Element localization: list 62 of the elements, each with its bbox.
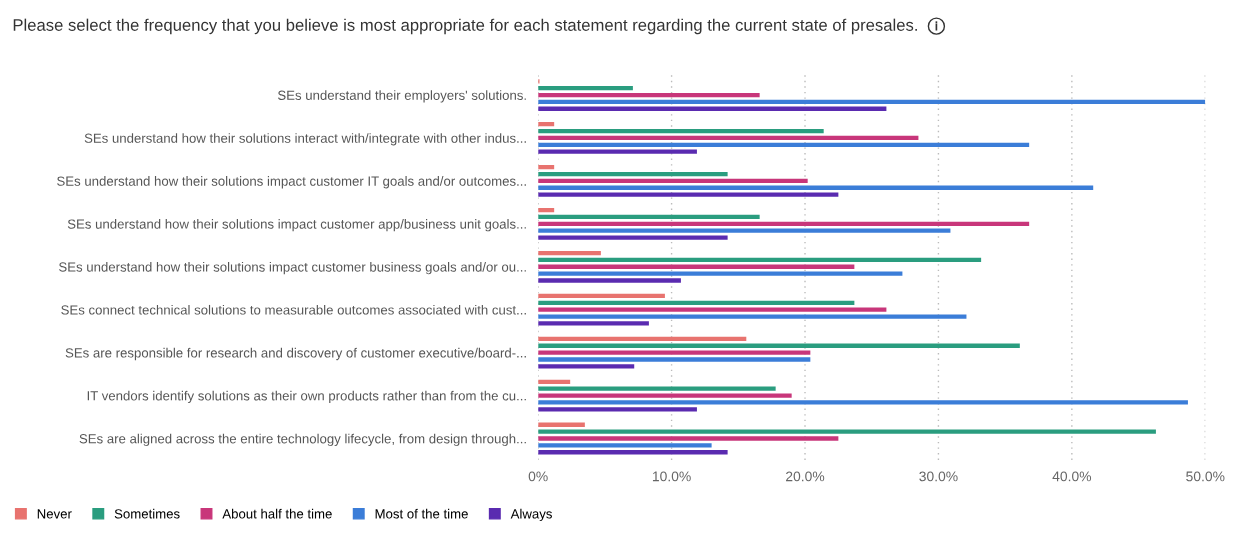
bar — [538, 422, 585, 427]
x-tick-label: 50.0% — [1186, 471, 1225, 482]
legend-label: Never — [37, 509, 72, 519]
bar — [538, 178, 808, 184]
bar — [538, 336, 747, 342]
y-tick-label: IT vendors identify solutions as their own products rather than from the cu... — [87, 390, 526, 404]
bar — [538, 386, 776, 391]
bar — [538, 357, 811, 362]
bar — [538, 106, 887, 111]
y-tick-label: SEs understand how their solutions interact with/integrate with other indus... — [84, 133, 526, 146]
x-tick-label: 30.0% — [919, 471, 958, 482]
bar — [538, 350, 811, 355]
x-tick-label: 40.0% — [1052, 471, 1092, 482]
y-tick-label: SEs understand how their solutions impact customer IT goals and/or outcomes... — [57, 176, 526, 189]
bar — [538, 228, 951, 233]
y-tick-label: SEs are responsible for research and discovery of customer executive/board-... — [65, 347, 526, 361]
bar — [538, 135, 919, 141]
bar — [538, 171, 728, 177]
y-tick-label: SEs understand how their solutions impact customer app/business unit goals... — [67, 219, 526, 232]
bar — [538, 185, 1094, 190]
bar — [538, 214, 760, 220]
bar — [538, 293, 665, 299]
bar — [538, 364, 635, 369]
bar — [538, 235, 728, 240]
bar — [538, 450, 728, 455]
bar — [538, 142, 1030, 147]
x-tick-label: 0% — [528, 471, 548, 482]
bar — [538, 250, 601, 256]
legend-label: Most of the time — [375, 508, 468, 519]
bar — [538, 278, 681, 283]
bar — [538, 128, 824, 134]
legend-label: Sometimes — [114, 508, 180, 519]
bar — [538, 271, 903, 276]
bar — [538, 99, 1206, 105]
legend-label: Always — [510, 508, 552, 522]
bar — [538, 321, 649, 326]
bar — [538, 257, 982, 263]
bar — [538, 393, 792, 398]
bar — [538, 149, 697, 154]
bar — [538, 443, 712, 448]
bar — [538, 192, 839, 197]
bar — [538, 314, 967, 319]
bar — [538, 300, 855, 305]
x-tick-label: 20.0% — [786, 471, 825, 482]
bar — [538, 221, 1030, 226]
bar — [538, 92, 760, 98]
chart-title: Please select the frequency that you believe is most appropriate for each statement regarding the current state of presales. — [13, 18, 917, 35]
y-tick-label: SEs understand their employers' solutions. — [277, 90, 526, 103]
legend-label: About half the time — [222, 508, 332, 519]
y-tick-label: SEs understand how their solutions impact customer business goals and/or ou... — [59, 261, 526, 275]
y-tick-label: SEs connect technical solutions to measurable outcomes associated with cust... — [61, 304, 526, 315]
bar — [538, 407, 697, 412]
bar — [538, 400, 1188, 405]
y-tick-label: SEs are aligned across the entire technology lifecycle, from design through... — [79, 433, 526, 447]
bar — [538, 343, 1020, 348]
bar — [538, 429, 1156, 434]
bar — [538, 264, 855, 269]
bar — [538, 86, 633, 91]
bar — [538, 307, 887, 312]
bar — [538, 379, 571, 384]
bar — [538, 436, 839, 441]
x-tick-label: 10.0% — [652, 471, 691, 482]
